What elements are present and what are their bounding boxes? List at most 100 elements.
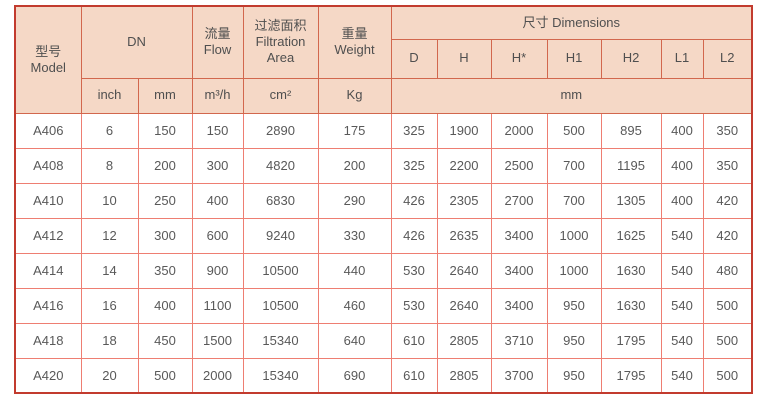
table-cell: 350 — [702, 112, 753, 149]
table-cell: 290 — [317, 182, 392, 219]
table-cell: 2805 — [436, 322, 492, 359]
table-cell: 2700 — [490, 182, 548, 219]
table-cell: 10500 — [242, 252, 319, 289]
table-cell: 480 — [702, 252, 753, 289]
table-cell: 1305 — [600, 182, 662, 219]
table-cell: 690 — [317, 357, 392, 394]
table-cell: 2200 — [436, 147, 492, 184]
table-cell: 6 — [80, 112, 139, 149]
table-cell: 500 — [702, 322, 753, 359]
table-cell: 1630 — [600, 287, 662, 324]
table-cell: 1100 — [191, 287, 244, 324]
header-model-en: Model — [30, 59, 66, 75]
table-row: A420 20 500 2000 15340 690 610 2805 3700 950 1795 5… — [14, 357, 753, 394]
table-cell: 426 — [390, 182, 438, 219]
table-row: A412 12 300 600 9240 330 426 2635 3400 1000 1625 54… — [14, 217, 753, 254]
table-body: A406 6 150 150 2890 175 325 1900 2000 500 895 400 35… — [14, 112, 753, 394]
table-cell: 440 — [317, 252, 392, 289]
table-cell: 325 — [390, 147, 438, 184]
table-cell: 3400 — [490, 217, 548, 254]
model-cell: A412 — [14, 217, 82, 254]
header-weight: 重量 Weight — [317, 5, 392, 79]
table-cell: 2640 — [436, 252, 492, 289]
model-cell: A408 — [14, 147, 82, 184]
table-cell: 9240 — [242, 217, 319, 254]
header-filtration-cn: 过滤面积 — [254, 17, 307, 33]
table-cell: 2305 — [436, 182, 492, 219]
table-cell: 200 — [137, 147, 193, 184]
header-model-cn: 型号 — [35, 43, 62, 59]
table-cell: 1625 — [600, 217, 662, 254]
table-cell: 400 — [191, 182, 244, 219]
model-cell: A414 — [14, 252, 82, 289]
table-cell: 540 — [660, 357, 704, 394]
header-filtration-area: 过滤面积 Filtration Area — [242, 5, 319, 79]
table-cell: 426 — [390, 217, 438, 254]
model-cell: A416 — [14, 287, 82, 324]
header-unit-weight: Kg — [317, 77, 392, 114]
table-cell: 3400 — [490, 252, 548, 289]
table-cell: 8 — [80, 147, 139, 184]
table-cell: 400 — [660, 112, 704, 149]
table-cell: 900 — [191, 252, 244, 289]
header-dimensions: 尺寸 Dimensions — [390, 5, 753, 40]
table-cell: 895 — [600, 112, 662, 149]
table-cell: 500 — [702, 357, 753, 394]
table-cell: 325 — [390, 112, 438, 149]
table-cell: 16 — [80, 287, 139, 324]
table-cell: 250 — [137, 182, 193, 219]
table-cell: 2000 — [490, 112, 548, 149]
table-cell: 460 — [317, 287, 392, 324]
header-dim-l2: L2 — [702, 38, 753, 79]
table-cell: 15340 — [242, 357, 319, 394]
header-row-2: D H H* H1 H2 L1 L2 — [15, 38, 753, 79]
header-unit-mm: mm — [137, 77, 193, 114]
table-cell: 1195 — [600, 147, 662, 184]
table-cell: 450 — [137, 322, 193, 359]
table-cell: 1630 — [600, 252, 662, 289]
table-cell: 200 — [317, 147, 392, 184]
table-row: A414 14 350 900 10500 440 530 2640 3400 1000 1630 5… — [14, 252, 753, 289]
table-cell: 3700 — [490, 357, 548, 394]
table-cell: 1000 — [546, 217, 602, 254]
table-cell: 500 — [546, 112, 602, 149]
table-cell: 300 — [191, 147, 244, 184]
table-cell: 700 — [546, 147, 602, 184]
table-cell: 3710 — [490, 322, 548, 359]
table-cell: 1000 — [546, 252, 602, 289]
table-row: A410 10 250 400 6830 290 426 2305 2700 700 1305 400… — [14, 182, 753, 219]
table-cell: 1900 — [436, 112, 492, 149]
header-unit-dim-mm: mm — [390, 77, 753, 114]
table-cell: 330 — [317, 217, 392, 254]
table-cell: 530 — [390, 287, 438, 324]
table-cell: 500 — [137, 357, 193, 394]
table-row: A406 6 150 150 2890 175 325 1900 2000 500 895 400 35… — [14, 112, 753, 149]
model-cell: A420 — [14, 357, 82, 394]
header-dim-hstar: H* — [490, 38, 548, 79]
table-row: A416 16 400 1100 10500 460 530 2640 3400 950 1630 5… — [14, 287, 753, 324]
header-model: 型号 Model — [14, 5, 82, 114]
table-cell: 610 — [390, 357, 438, 394]
table-cell: 640 — [317, 322, 392, 359]
table-cell: 6830 — [242, 182, 319, 219]
table-cell: 3400 — [490, 287, 548, 324]
table-header: 型号 Model DN 流量 Flow 过滤面积 Filtration Area… — [14, 5, 753, 114]
table-cell: 14 — [80, 252, 139, 289]
header-weight-en: Weight — [334, 42, 375, 58]
table-cell: 18 — [80, 322, 139, 359]
table-cell: 400 — [660, 147, 704, 184]
table-cell: 2890 — [242, 112, 319, 149]
header-filtration-en-1: Filtration — [255, 34, 306, 50]
header-filtration-en-2: Area — [266, 50, 295, 66]
table-cell: 2500 — [490, 147, 548, 184]
model-cell: A410 — [14, 182, 82, 219]
header-flow-cn: 流量 — [204, 26, 231, 41]
table-cell: 610 — [390, 322, 438, 359]
table-cell: 1500 — [191, 322, 244, 359]
table-cell: 500 — [702, 287, 753, 324]
header-flow: 流量 Flow — [191, 5, 244, 79]
table-cell: 15340 — [242, 322, 319, 359]
table-cell: 950 — [546, 322, 602, 359]
table-cell: 300 — [137, 217, 193, 254]
table-cell: 540 — [660, 287, 704, 324]
